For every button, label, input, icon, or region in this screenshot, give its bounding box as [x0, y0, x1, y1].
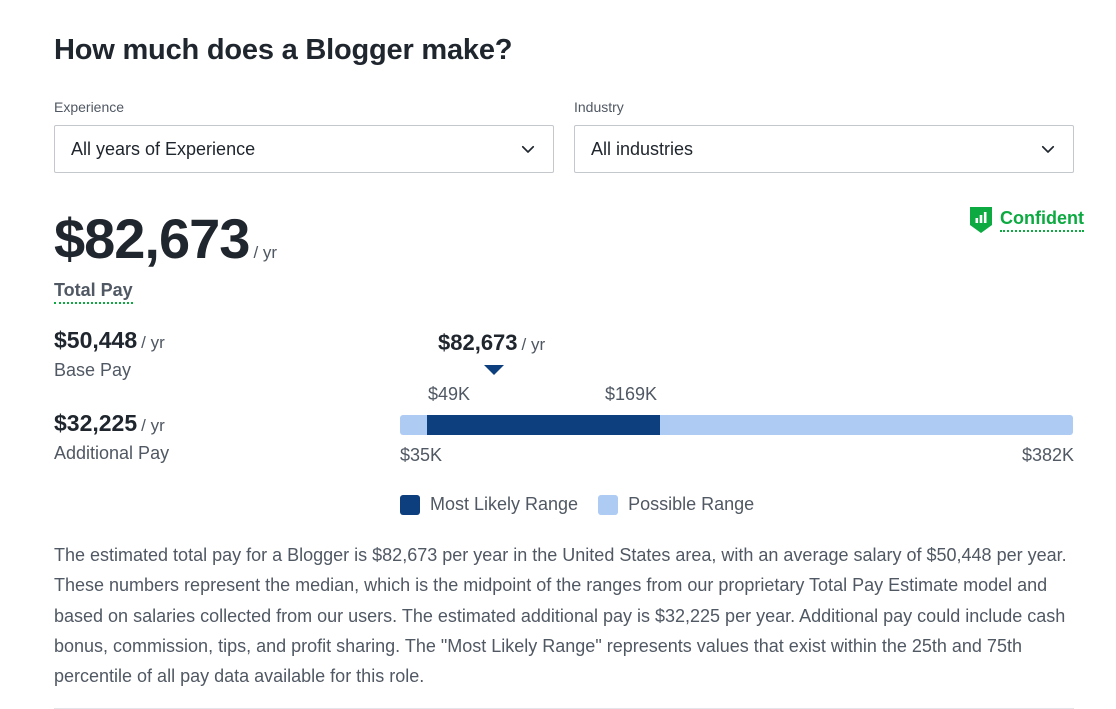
chevron-down-icon	[1041, 145, 1055, 153]
industry-label: Industry	[574, 99, 624, 115]
industry-select-value: All industries	[591, 138, 694, 159]
total-pay-amount: $82,673	[54, 207, 250, 270]
base-pay-amount: $50,448	[54, 327, 138, 353]
total-pay-label[interactable]: Total Pay	[54, 280, 133, 304]
likely-range-bar	[427, 415, 660, 435]
median-marker-icon	[484, 365, 504, 375]
total-pay: $82,673 / yr	[54, 206, 277, 271]
additional-pay: $32,225 / yr Additional Pay	[54, 410, 169, 464]
legend-swatch-likely	[400, 494, 420, 515]
range-min-label: $35K	[400, 445, 443, 465]
total-pay-unit: / yr	[253, 243, 278, 262]
bar-chart-shield-icon	[970, 207, 993, 233]
experience-label: Experience	[54, 99, 125, 115]
legend-item-possible: Possible Range	[598, 494, 754, 515]
base-pay: $50,448 / yr Base Pay	[54, 327, 165, 381]
median-pay-label: $82,673 / yr	[438, 330, 545, 356]
legend-label-likely: Most Likely Range	[430, 494, 579, 514]
likely-range-high-label: $169K	[605, 384, 658, 404]
median-unit: / yr	[521, 335, 546, 354]
legend-item-likely: Most Likely Range	[400, 494, 578, 515]
legend-label-possible: Possible Range	[628, 494, 755, 514]
industry-select[interactable]: All industries	[574, 125, 1074, 173]
additional-pay-label: Additional Pay	[54, 443, 170, 463]
chevron-down-icon	[521, 145, 535, 153]
base-pay-label: Base Pay	[54, 360, 132, 380]
experience-select-value: All years of Experience	[71, 138, 256, 159]
legend-swatch-possible	[598, 494, 619, 515]
possible-range-bar	[400, 415, 1073, 435]
range-max-label: $382K	[1021, 445, 1074, 465]
base-pay-unit: / yr	[141, 333, 165, 352]
confidence-label: Confident	[1000, 208, 1084, 232]
additional-pay-amount: $32,225	[54, 410, 138, 436]
chart-legend: Most Likely Range Possible Range	[400, 494, 774, 515]
page-title: How much does a Blogger make?	[54, 34, 513, 66]
likely-range-low-label: $49K	[428, 384, 471, 404]
median-amount: $82,673	[438, 330, 518, 355]
pay-description: The estimated total pay for a Blogger is…	[54, 545, 1067, 687]
confidence-badge[interactable]: Confident	[968, 205, 1084, 235]
additional-pay-unit: / yr	[141, 416, 165, 435]
experience-select[interactable]: All years of Experience	[54, 125, 554, 173]
